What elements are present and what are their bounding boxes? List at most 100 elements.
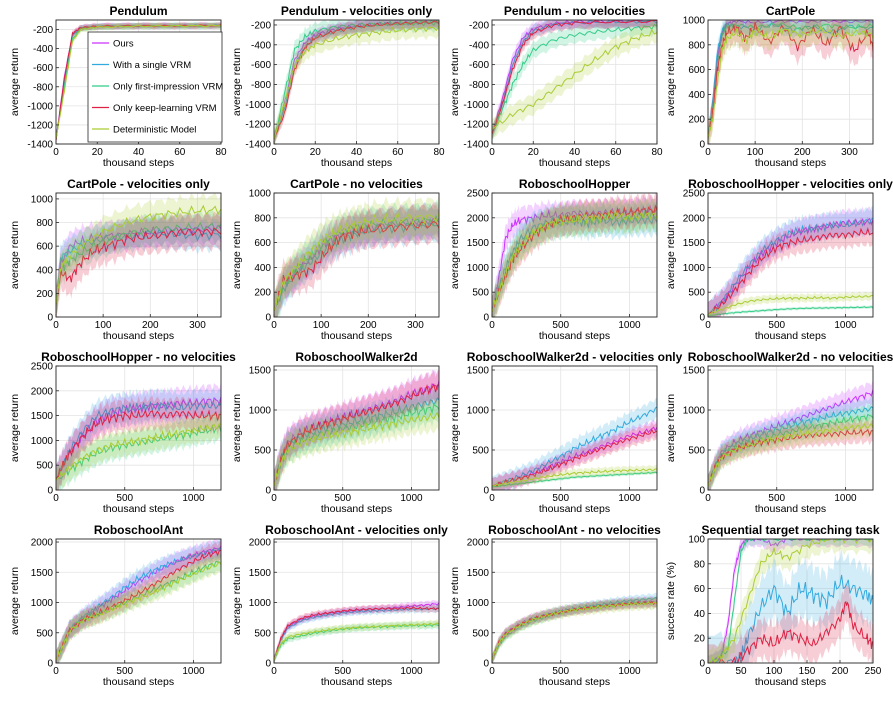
series-band-0 — [274, 366, 439, 490]
x-tick-label: 0 — [271, 320, 277, 331]
x-tick-label: 500 — [116, 493, 133, 504]
series-line-3 — [274, 220, 439, 311]
series-line-1 — [274, 607, 439, 661]
y-tick-label: 0 — [699, 313, 705, 324]
series-band-0 — [708, 206, 873, 317]
series-line-3 — [708, 601, 873, 663]
panel-title: Pendulum — [109, 4, 167, 18]
series-band-1 — [708, 396, 873, 490]
y-tick-label: 600 — [254, 238, 271, 249]
y-tick-label: 2000 — [31, 538, 54, 549]
y-tick-label: -400 — [251, 40, 271, 51]
x-tick-label: 300 — [407, 320, 424, 331]
y-tick-label: 0 — [265, 486, 271, 497]
axes-box — [491, 365, 658, 491]
y-tick-label: 800 — [254, 213, 271, 224]
axes-box — [273, 192, 440, 318]
y-tick-label: 1000 — [31, 436, 54, 447]
series-band-1 — [708, 547, 873, 663]
series-band-2 — [492, 196, 657, 317]
series-line-4 — [274, 622, 439, 661]
x-tick-label: 0 — [53, 666, 59, 677]
legend-box — [87, 31, 223, 143]
panel-title: RoboschoolWalker2d — [295, 350, 417, 364]
y-tick-label: 2000 — [467, 538, 490, 549]
y-tick-label: 500 — [36, 628, 53, 639]
panel-8: 0 500 1000 0 500 1000 1500 2000 2500RoboschoolHo… — [665, 177, 893, 342]
y-axis-label: average return — [665, 394, 677, 462]
series-line-1 — [56, 547, 221, 661]
x-tick-label: 80 — [433, 147, 445, 158]
series-band-3 — [492, 193, 657, 317]
axes-box — [273, 538, 440, 664]
series-band-2 — [708, 305, 873, 317]
series-line-3 — [708, 227, 873, 315]
y-tick-label: 1000 — [249, 189, 272, 200]
y-tick-label: 200 — [36, 289, 53, 300]
series-group — [708, 20, 873, 144]
y-axis-label: average return — [449, 48, 461, 116]
y-tick-label: 0 — [483, 486, 489, 497]
series-group — [56, 381, 221, 490]
y-tick-label: 2000 — [683, 213, 706, 224]
series-line-4 — [274, 411, 439, 487]
axes-box — [707, 19, 874, 145]
series-band-3 — [56, 211, 221, 317]
y-tick-label: 2000 — [467, 213, 490, 224]
y-tick-label: 500 — [254, 446, 271, 457]
y-tick-label: -1200 — [245, 120, 271, 131]
x-tick-label: 50 — [735, 666, 747, 677]
y-tick-label: 2500 — [683, 189, 706, 200]
y-tick-label: 1000 — [467, 598, 490, 609]
x-axis-label: thousand steps — [321, 503, 392, 515]
series-group — [708, 539, 873, 663]
x-tick-label: 500 — [334, 666, 351, 677]
series-band-3 — [56, 395, 221, 490]
x-tick-label: 500 — [334, 493, 351, 504]
legend-entry: Only first-impression VRM — [113, 82, 223, 93]
series-line-2 — [274, 215, 439, 311]
series-group — [492, 397, 657, 490]
series-line-3 — [274, 20, 439, 140]
x-axis-label: thousand steps — [103, 330, 174, 342]
panel-9: 0 500 1000 0 500 1000 1500 2000 2500RoboschoolHo… — [9, 350, 236, 515]
panel-4: 0 100 200 300 0 200 400 600 800 1000 CartPole thous… — [665, 4, 874, 169]
series-band-4 — [274, 20, 439, 144]
series-line-3 — [56, 227, 221, 306]
y-axis-label: average return — [665, 221, 677, 289]
y-axis-label: average return — [231, 567, 243, 635]
y-axis-label: average return — [231, 221, 243, 289]
y-tick-label: 0 — [699, 140, 705, 151]
x-tick-label: 200 — [794, 147, 811, 158]
y-tick-label: 500 — [472, 288, 489, 299]
y-axis-label: average return — [231, 48, 243, 116]
x-tick-label: 1000 — [182, 493, 205, 504]
x-tick-label: 1000 — [618, 320, 641, 331]
y-tick-label: 200 — [254, 288, 271, 299]
x-tick-label: 0 — [489, 320, 495, 331]
y-tick-label: 20 — [694, 634, 706, 645]
x-tick-label: 200 — [360, 320, 377, 331]
plot-area — [56, 193, 221, 317]
x-tick-label: 1000 — [400, 493, 423, 504]
y-tick-label: 0 — [47, 313, 53, 324]
y-tick-label: 0 — [47, 486, 53, 497]
series-group — [492, 592, 657, 663]
series-line-4 — [56, 423, 221, 481]
y-tick-label: -200 — [33, 25, 53, 36]
y-tick-label: 400 — [688, 90, 705, 101]
panel-7: 0 500 1000 0 500 1000 1500 2000 2500 RoboschoolHo… — [449, 177, 658, 342]
x-tick-label: 1000 — [834, 493, 857, 504]
y-tick-label: 40 — [694, 609, 706, 620]
legend-entry: Deterministic Model — [113, 125, 196, 136]
x-tick-label: 1000 — [182, 666, 205, 677]
x-axis-label: thousand steps — [755, 503, 826, 515]
series-group — [708, 205, 873, 317]
y-tick-label: 0 — [699, 486, 705, 497]
x-axis-label: thousand steps — [755, 676, 826, 688]
series-band-4 — [492, 20, 657, 139]
series-band-3 — [274, 603, 439, 663]
series-line-2 — [492, 23, 657, 135]
series-band-2 — [492, 20, 657, 142]
y-tick-label: 200 — [688, 115, 705, 126]
